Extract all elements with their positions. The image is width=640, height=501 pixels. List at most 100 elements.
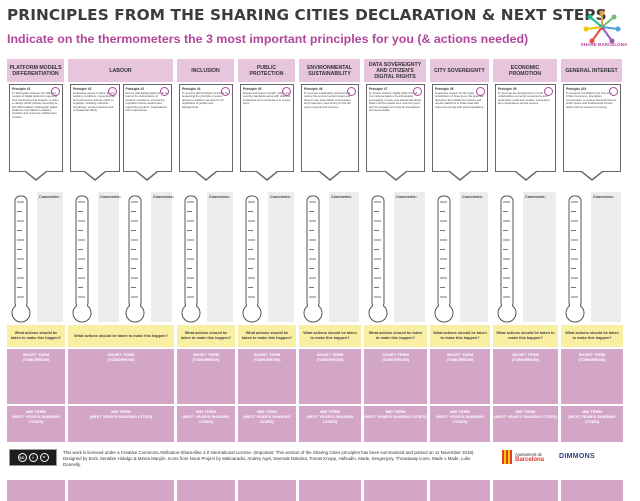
short-term-box[interactable]: SHORT TERM (TOMORROW)	[493, 349, 558, 404]
card-pointer	[319, 171, 341, 181]
page-subtitle: Indicate on the thermometers the 3 most …	[7, 32, 529, 46]
mid-term-box-sublabel: (NEXT YEAR'S SHARING CITIES)	[306, 413, 354, 424]
comments-box[interactable]: Comments:	[523, 192, 556, 322]
mid-term-box-label: MID TERM	[111, 409, 131, 414]
actions-prompt: What actions should be taken to make thi…	[177, 325, 235, 347]
column-labour: LABOUR Principle #2 Guarantee people to ha…	[68, 59, 174, 501]
footer-text: This work is licensed under a Creative C…	[63, 450, 483, 468]
mid-term-box-sublabel: (NEXT YEAR'S SHARING CITIES)	[494, 413, 557, 419]
mid-term-box-label: MID TERM	[257, 409, 277, 414]
thermometer[interactable]	[495, 194, 523, 329]
thermometer[interactable]	[563, 194, 591, 329]
principle-card: Principle #3 Ensure that digital platform…	[122, 84, 172, 172]
principles-grid: PLATFORM MODELS DIFFERENTIATION Principle…	[7, 59, 633, 501]
thermometer-icon[interactable]	[9, 194, 37, 324]
short-term-box[interactable]: SHORT TERM (TOMORROW)	[364, 349, 427, 404]
thermometer-icon[interactable]	[563, 194, 591, 324]
short-term-box[interactable]: SHORT TERM (TOMORROW)	[68, 349, 174, 404]
short-term-box[interactable]: SHORT TERM (TOMORROW)	[430, 349, 490, 404]
short-term-box-label: SHORT TERM	[382, 352, 409, 357]
short-term-box[interactable]: SHORT TERM (TOMORROW)	[238, 349, 296, 404]
principle-number: Principle #9	[498, 87, 517, 91]
principle-number: Principle #4	[182, 87, 201, 91]
principle-text: To prevent discrimination and bias by re…	[182, 91, 229, 109]
principle-text: Guarantee people to have decent working …	[73, 91, 116, 113]
page-title: PRINCIPLES FROM THE SHARING CITIES DECLA…	[7, 6, 607, 24]
short-term-box[interactable]: SHORT TERM (TOMORROW)	[299, 349, 361, 404]
comments-box[interactable]: Comments:	[329, 192, 359, 322]
thermometer[interactable]	[179, 194, 207, 329]
short-term-box-label: SHORT TERM	[22, 352, 50, 357]
card-pointer	[136, 171, 159, 181]
mid-term-box-sublabel: (NEXT YEAR'S SHARING CITIES)	[12, 413, 60, 424]
column-header: CITY SOVEREIGNTY	[430, 59, 490, 82]
mid-term-box-label: MID TERM	[26, 409, 46, 414]
thermometer[interactable]	[432, 194, 460, 329]
thermometer-icon[interactable]	[495, 194, 523, 324]
barcelona-logo: Ajuntament de Barcelona	[502, 450, 544, 464]
city-name: Barcelona	[515, 456, 545, 463]
community-icon	[609, 87, 618, 96]
comments-box[interactable]: Comments:	[151, 192, 174, 322]
barcelona-flag-icon	[502, 450, 512, 464]
comments-box[interactable]: Comments:	[98, 192, 121, 322]
short-term-box-sublabel: (TOMORROW)	[22, 356, 50, 362]
column-env: ENVIRONMENTAL SUSTAINABILITY Principle #6…	[299, 59, 361, 501]
column-header: ENVIRONMENTAL SUSTAINABILITY	[299, 59, 361, 82]
comments-box[interactable]: Comments:	[394, 192, 425, 322]
cc-license-badge[interactable]: cc i =	[9, 449, 57, 466]
comments-box[interactable]: Comments:	[268, 192, 294, 322]
thermometer[interactable]	[123, 194, 151, 329]
mid-term-box-sublabel: (NEXT YEAR'S SHARING CITIES)	[243, 413, 291, 424]
column-general: GENERAL INTEREST Principle #10 To preserve…	[561, 59, 623, 501]
principle-card: Principle #7 To protect citizens' digital…	[366, 84, 425, 172]
footer: cc i = This work is licensed under a Creat…	[0, 442, 640, 480]
comments-box[interactable]: Comments:	[207, 192, 233, 322]
mid-term-box-label: MID TERM	[582, 409, 602, 414]
principle-text: Ensure and support health, safety and se…	[243, 91, 291, 106]
column-data: DATA SOVEREIGNTY AND CITIZEN'S DIGITAL R…	[364, 59, 427, 501]
thermometer[interactable]	[240, 194, 268, 329]
principle-card: Principle #1 To distinguish between the d…	[9, 84, 63, 172]
short-term-box-sublabel: (TOMORROW)	[511, 356, 540, 362]
mid-term-box-sublabel: (NEXT YEAR'S SHARING CITIES)	[364, 413, 427, 419]
comments-label: Comments:	[331, 195, 352, 199]
mid-term-box-label: MID TERM	[515, 409, 536, 414]
comments-box[interactable]: Comments:	[591, 192, 621, 322]
mid-term-box-label: MID TERM	[196, 409, 216, 414]
shield-icon	[282, 87, 291, 96]
actions-prompt: What actions should be taken to make thi…	[561, 325, 623, 347]
card-pointer	[256, 171, 278, 181]
thermometer[interactable]	[70, 194, 98, 329]
comments-box[interactable]: Comments:	[460, 192, 488, 322]
thermometer-icon[interactable]	[301, 194, 329, 324]
column-header: GENERAL INTEREST	[561, 59, 623, 82]
thermometer-icon[interactable]	[366, 194, 394, 324]
thermometer-icon[interactable]	[240, 194, 268, 324]
mid-term-box-label: MID TERM	[320, 409, 340, 414]
actions-prompt: What actions should be taken to make thi…	[7, 325, 65, 347]
column-header: DATA SOVEREIGNTY AND CITIZEN'S DIGITAL R…	[364, 59, 427, 82]
principle-text: Ensure that digital platforms do not lea…	[125, 91, 169, 113]
column-header: INCLUSION	[177, 59, 235, 82]
column-header: LABOUR	[68, 59, 174, 82]
thermometer[interactable]	[366, 194, 394, 329]
card-pointer	[25, 171, 47, 181]
thermometer[interactable]	[301, 194, 329, 329]
comments-box[interactable]: Comments:	[37, 192, 63, 322]
principle-number: Principle #1	[12, 87, 31, 91]
thermometer[interactable]	[9, 194, 37, 329]
card-pointer	[384, 171, 407, 181]
column-header: ECONOMIC PROMOTION	[493, 59, 558, 82]
actions-prompt: What actions should be taken to make thi…	[430, 325, 490, 347]
thermometer-icon[interactable]	[179, 194, 207, 324]
short-term-box[interactable]: SHORT TERM (TOMORROW)	[177, 349, 235, 404]
thermometer-icon[interactable]	[123, 194, 151, 324]
thermometer-icon[interactable]	[70, 194, 98, 324]
short-term-box[interactable]: SHORT TERM (TOMORROW)	[7, 349, 65, 404]
share-barcelona-logo	[583, 10, 621, 44]
short-term-box-sublabel: (TOMORROW)	[192, 356, 220, 362]
principle-number: Principle #3	[125, 87, 145, 91]
short-term-box[interactable]: SHORT TERM (TOMORROW)	[561, 349, 623, 404]
thermometer-icon[interactable]	[432, 194, 460, 324]
